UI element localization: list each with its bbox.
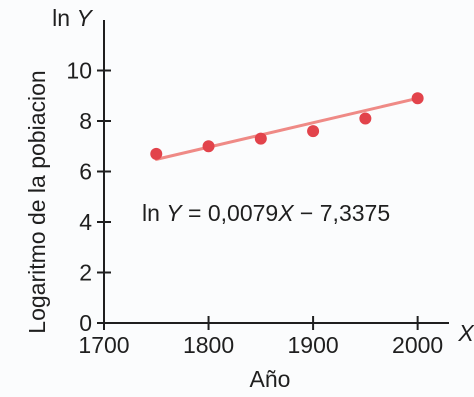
y-axis-end-label: ln Y (52, 5, 93, 31)
y-axis-tick-label: 0 (79, 310, 92, 336)
y-axis-tick-label: 10 (66, 58, 92, 84)
data-point (202, 140, 215, 153)
y-axis-tick-label: 4 (79, 209, 92, 235)
tick-marks (97, 69, 419, 330)
x-axis-title: Año (250, 366, 291, 392)
data-point (150, 147, 163, 160)
x-axis-tick-label: 1800 (183, 332, 234, 358)
y-axis-title: Logaritmo de la pobiacion (24, 70, 50, 333)
x-axis-tick-label: 1900 (288, 332, 339, 358)
y-axis-tick-label: 2 (79, 260, 92, 286)
x-axis-end-label: X (457, 320, 474, 346)
tick-labels: 1700 1800 1900 2000 0 2 4 6 8 10 (66, 58, 443, 359)
y-axis-tick-label: 8 (79, 108, 92, 134)
y-axis-tick-label: 6 (79, 159, 92, 185)
x-axis-tick-label: 2000 (392, 332, 443, 358)
x-axis-tick-label: 1700 (78, 332, 129, 358)
data-point (411, 92, 424, 105)
data-points (150, 92, 424, 160)
data-point (254, 132, 267, 145)
axes (103, 20, 449, 324)
data-point (307, 125, 320, 138)
data-point (359, 112, 372, 125)
trendline (154, 96, 420, 161)
regression-equation: ln Y = 0,0079X − 7,3375 (142, 200, 390, 226)
